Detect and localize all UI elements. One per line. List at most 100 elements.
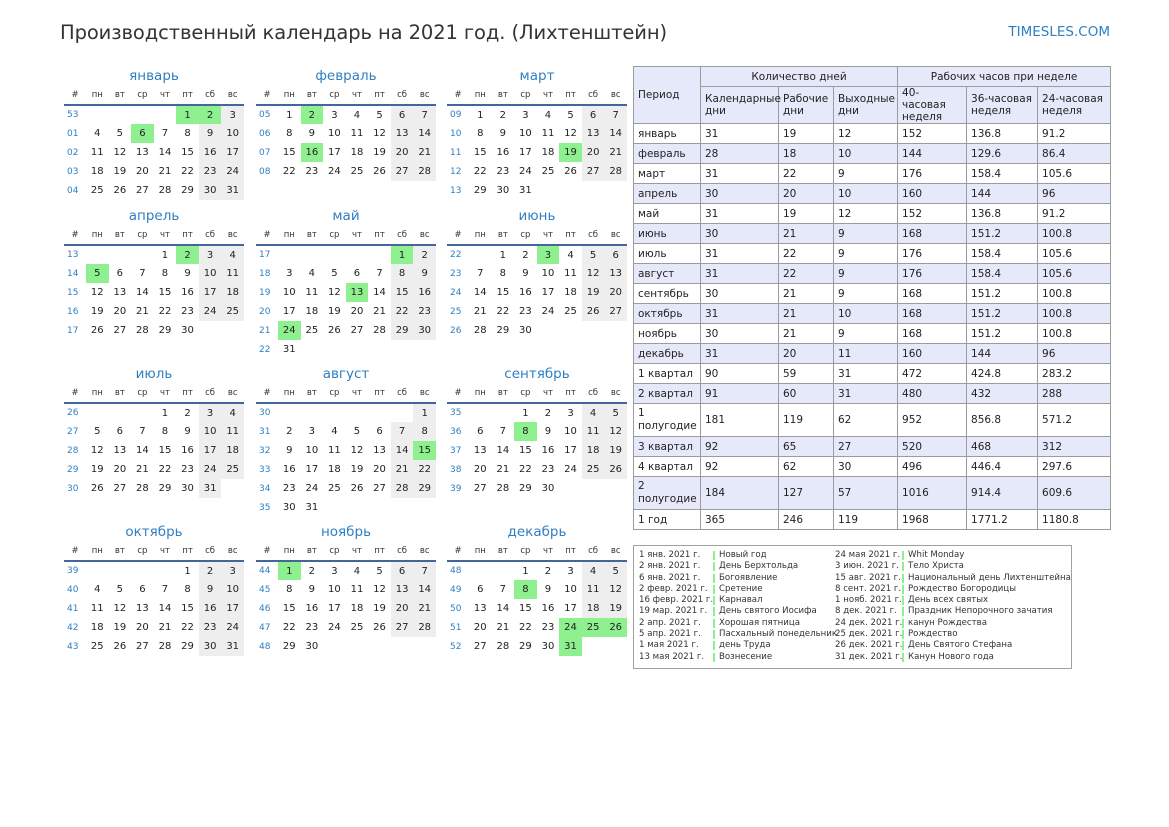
day-cell: 13 bbox=[373, 445, 386, 456]
day-cell: 30 bbox=[282, 502, 296, 513]
week-number: 28 bbox=[67, 445, 79, 456]
week-row: 53 1 2 3 bbox=[64, 105, 244, 124]
day-cell: 3 bbox=[567, 565, 574, 577]
day-cell: 6 bbox=[353, 268, 361, 279]
day-cell: 8 bbox=[499, 268, 507, 279]
empty-cell bbox=[391, 403, 414, 422]
day-cell: 1 bbox=[499, 249, 507, 261]
empty-cell bbox=[131, 245, 154, 264]
day-cell: 19 bbox=[113, 166, 127, 177]
week-row: 36 6 7 8 9 10 11 12 bbox=[447, 422, 627, 441]
day-cell: 23 bbox=[519, 306, 532, 317]
weekday-header: сб bbox=[390, 542, 414, 562]
day-cell: 12 bbox=[373, 584, 386, 595]
weekday-header: пт bbox=[368, 542, 391, 562]
day-cell: 22 bbox=[496, 306, 510, 317]
day-cell: 20 bbox=[113, 306, 127, 317]
weekday-header: чт bbox=[536, 226, 560, 246]
day-cell: 30 bbox=[181, 325, 194, 336]
stats-value-cell: 30 bbox=[700, 183, 779, 204]
day-cell: 12 bbox=[564, 128, 577, 139]
weekday-header: пн bbox=[278, 226, 301, 246]
stats-value-cell: 9 bbox=[832, 243, 899, 264]
stats-value-cell: 31 bbox=[700, 263, 779, 284]
holiday-name: Праздник Непорочного зачатия bbox=[908, 606, 1053, 617]
week-row: 19 10 11 12 13 14 15 16 bbox=[256, 283, 436, 302]
day-cell: 26 bbox=[328, 325, 341, 336]
day-cell: 18 bbox=[221, 441, 244, 460]
day-cell: 30 bbox=[305, 641, 319, 652]
weekday-header: вт bbox=[300, 542, 324, 562]
day-cell: 5 bbox=[567, 109, 574, 121]
day-cell: 3 bbox=[331, 565, 338, 577]
day-cell: 18 bbox=[221, 283, 244, 302]
empty-cell bbox=[109, 245, 132, 264]
day-cell: 29 bbox=[519, 483, 532, 494]
empty-cell bbox=[413, 637, 436, 656]
day-cell: 10 bbox=[282, 287, 296, 298]
stats-row: 2 квартал 91 60 31 480 432 288 bbox=[633, 383, 1112, 404]
stats-row: июнь 30 21 9 168 151.2 100.8 bbox=[633, 223, 1112, 244]
empty-cell bbox=[537, 181, 560, 200]
holiday-day-cell: 15 bbox=[413, 441, 436, 460]
stats-value-cell: 30 bbox=[700, 323, 779, 344]
week-number: 37 bbox=[450, 445, 462, 456]
weekday-header: вт bbox=[108, 542, 132, 562]
stats-value-cell: 105.6 bbox=[1037, 263, 1112, 284]
empty-cell bbox=[346, 340, 369, 359]
empty-cell bbox=[346, 245, 369, 264]
stats-row: 1 год 365 246 119 1968 1771.2 1180.8 bbox=[633, 509, 1112, 530]
week-number: 52 bbox=[450, 641, 462, 652]
week-number: 49 bbox=[450, 584, 462, 595]
week-number: 39 bbox=[67, 566, 79, 576]
weekday-header: чт bbox=[153, 86, 177, 106]
day-cell: 30 bbox=[496, 185, 510, 196]
day-cell: 14 bbox=[496, 445, 510, 456]
day-cell: 6 bbox=[477, 584, 484, 595]
week-number: 16 bbox=[67, 306, 79, 317]
week-number: 04 bbox=[67, 185, 79, 196]
period-header: Период bbox=[633, 66, 701, 124]
holiday-day-cell: 5 bbox=[86, 264, 109, 283]
month-name: апрель bbox=[128, 208, 180, 224]
holiday-name: Вознесение bbox=[719, 651, 773, 662]
day-cell: 21 bbox=[413, 143, 436, 162]
stats-value-cell: 62 bbox=[832, 403, 899, 437]
day-cell: 18 bbox=[541, 147, 555, 158]
weekday-header: # bbox=[64, 86, 86, 106]
week-row: 45 8 9 10 11 12 13 14 bbox=[256, 580, 436, 599]
day-cell: 1 bbox=[413, 403, 436, 422]
weekday-header: пн bbox=[469, 226, 492, 246]
day-cell: 25 bbox=[221, 460, 244, 479]
day-cell: 5 bbox=[581, 245, 605, 264]
stats-row: 1 полугодие 181 119 62 952 856.8 571.2 bbox=[633, 403, 1112, 437]
day-cell: 18 bbox=[581, 441, 605, 460]
day-cell: 7 bbox=[139, 426, 146, 437]
day-cell: 25 bbox=[90, 185, 104, 196]
day-cell: 16 bbox=[181, 445, 194, 456]
weekday-header: вс bbox=[221, 542, 244, 562]
holiday-name: Рождество bbox=[908, 629, 958, 640]
week-number: 30 bbox=[259, 408, 271, 418]
day-cell: 19 bbox=[113, 622, 127, 633]
stats-value-cell: 176 bbox=[897, 163, 968, 184]
day-cell: 9 bbox=[198, 580, 222, 599]
holiday-marker bbox=[902, 551, 904, 560]
day-cell: 29 bbox=[181, 185, 194, 196]
day-cell: 22 bbox=[158, 464, 172, 475]
weekday-header: ср bbox=[131, 226, 154, 246]
day-cell: 30 bbox=[541, 483, 555, 494]
day-cell: 29 bbox=[158, 325, 172, 336]
weekday-header: вт bbox=[108, 384, 132, 404]
week-row: 33 16 17 18 19 20 21 22 bbox=[256, 460, 436, 479]
stats-value-cell: 158.4 bbox=[966, 263, 1039, 284]
stats-value-cell: 12 bbox=[832, 123, 899, 144]
day-cell: 25 bbox=[90, 641, 104, 652]
week-row: 22 1 2 3 4 5 6 bbox=[447, 245, 627, 264]
week-number: 46 bbox=[259, 603, 271, 614]
weekday-header: пт bbox=[176, 542, 199, 562]
day-cell: 6 bbox=[116, 426, 124, 437]
site-link[interactable]: TIMESLES.COM bbox=[1008, 24, 1110, 40]
day-cell: 14 bbox=[373, 287, 386, 298]
stats-value-cell: 158.4 bbox=[966, 243, 1039, 264]
